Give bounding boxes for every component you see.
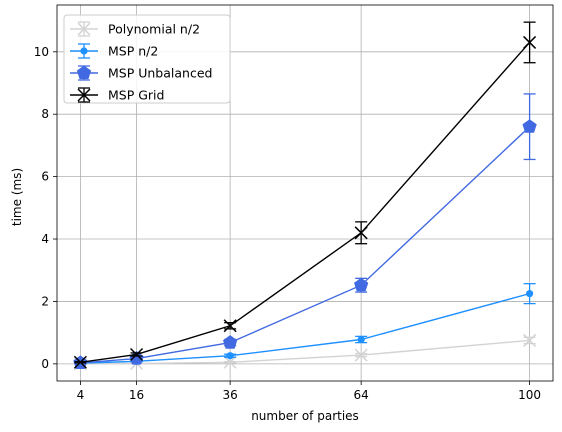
legend-item: MSP n/2 xyxy=(70,43,158,59)
x-marker-stroke xyxy=(73,355,87,369)
x-axis-ticks: 4 16 36 64 100 xyxy=(77,381,541,402)
series-layer xyxy=(73,21,537,371)
x-marker-stroke xyxy=(223,355,237,369)
data-point xyxy=(354,226,368,240)
legend-marker xyxy=(76,65,92,80)
data-point xyxy=(526,290,534,298)
legend-marker xyxy=(80,47,88,55)
legend-label: MSP n/2 xyxy=(108,44,158,59)
x-marker-stroke xyxy=(523,333,537,347)
legend-marker xyxy=(77,88,91,102)
legend-item: Polynomial n/2 xyxy=(70,21,200,37)
data-point xyxy=(354,277,369,292)
legend-label: MSP Unbalanced xyxy=(108,66,212,81)
x-tick-label: 64 xyxy=(354,388,369,402)
data-point xyxy=(73,355,87,369)
legend-label: Polynomial n/2 xyxy=(108,22,200,37)
data-point xyxy=(223,355,237,369)
x-tick-label: 4 xyxy=(77,388,85,402)
legend-box xyxy=(63,14,231,104)
x-marker-stroke xyxy=(223,319,237,333)
y-axis-label: time (ms) xyxy=(10,168,24,226)
y-tick-label: 6 xyxy=(41,170,49,184)
x-tick-label: 16 xyxy=(129,388,144,402)
data-point xyxy=(223,319,237,333)
data-point xyxy=(523,333,537,347)
y-tick-label: 10 xyxy=(34,45,49,59)
legend: Polynomial n/2 MSP n/2 MSP Unbalanced MSP G… xyxy=(63,14,231,104)
y-tick-label: 4 xyxy=(41,232,49,246)
data-point xyxy=(522,119,537,133)
legend-label: MSP Grid xyxy=(108,88,164,103)
data-point xyxy=(357,335,365,344)
legend-item: MSP Grid xyxy=(70,87,164,103)
x-axis-label: number of parties xyxy=(251,409,359,423)
data-point xyxy=(354,348,368,362)
x-tick-label: 36 xyxy=(222,388,237,402)
y-tick-label: 0 xyxy=(41,357,49,371)
data-point xyxy=(226,352,234,360)
x-marker-stroke xyxy=(354,348,368,362)
plot-frame xyxy=(56,4,554,382)
series-3 xyxy=(73,21,537,369)
data-point xyxy=(523,35,537,49)
legend-marker xyxy=(77,22,91,36)
series-2 xyxy=(73,93,537,369)
x-marker-stroke xyxy=(77,22,91,36)
y-axis-ticks: 0 2 4 6 8 10 xyxy=(34,45,57,371)
y-tick-label: 8 xyxy=(41,107,49,121)
data-point xyxy=(130,347,144,362)
x-marker-stroke xyxy=(354,226,368,240)
data-point xyxy=(223,335,238,349)
x-tick-label: 100 xyxy=(518,388,541,402)
x-marker-stroke xyxy=(130,347,144,362)
y-tick-label: 2 xyxy=(41,294,49,308)
x-marker-stroke xyxy=(77,88,91,102)
x-marker-stroke xyxy=(523,35,537,49)
legend-item: MSP Unbalanced xyxy=(70,65,212,81)
